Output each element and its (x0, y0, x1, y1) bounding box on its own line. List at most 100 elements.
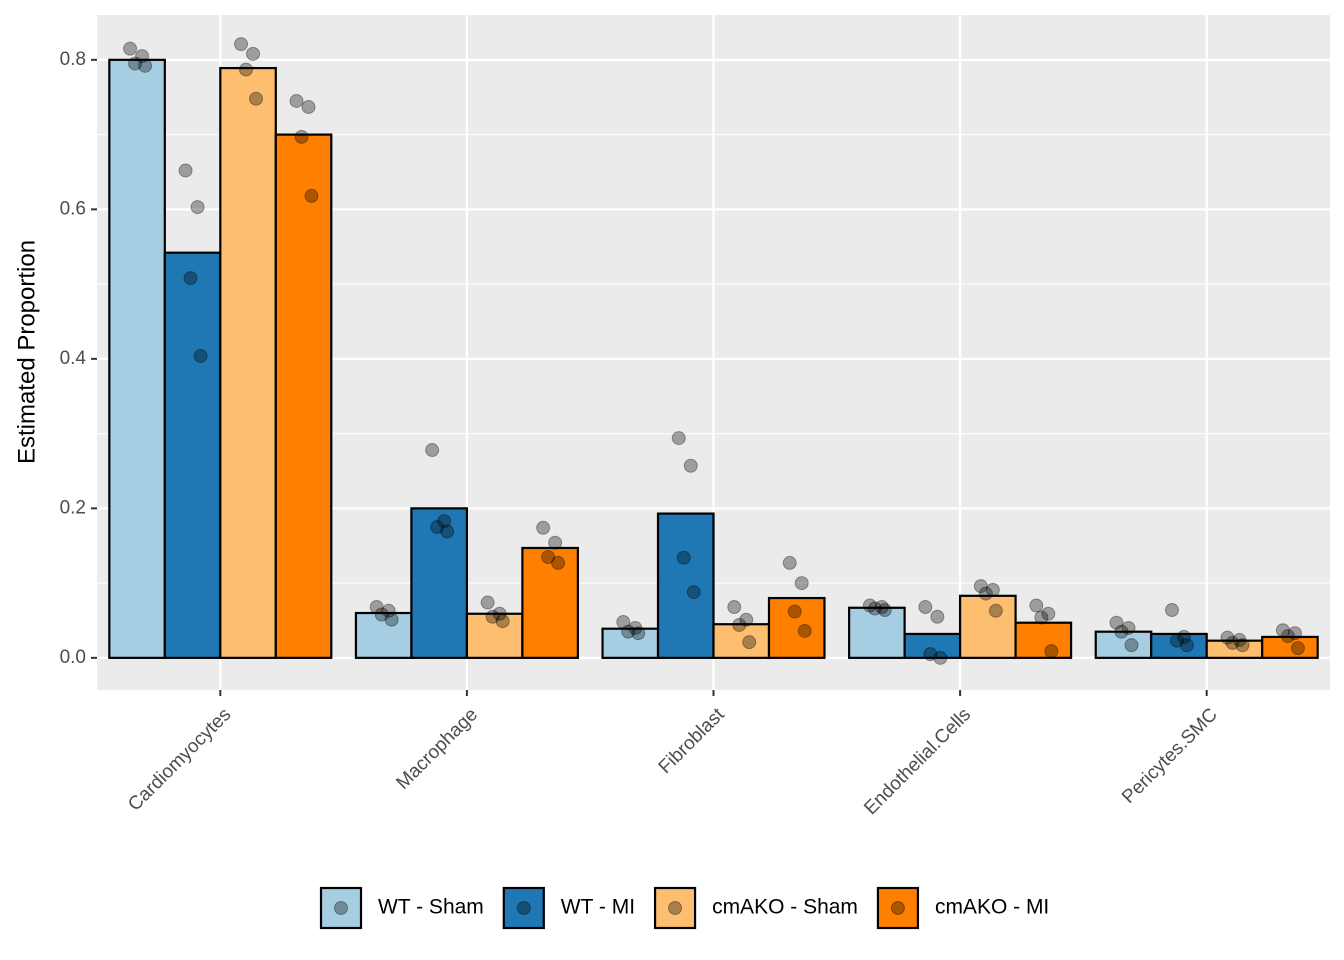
legend-label: cmAKO - MI (935, 896, 1049, 919)
data-point (492, 606, 507, 621)
data-point (430, 520, 445, 535)
data-point (1287, 626, 1302, 641)
data-point (128, 56, 143, 71)
data-point (973, 579, 988, 594)
data-point (1290, 641, 1305, 656)
data-point (867, 601, 882, 616)
legend-key (502, 886, 545, 930)
data-point (1124, 638, 1139, 653)
data-point (1232, 632, 1247, 647)
data-point (683, 458, 698, 473)
bar (219, 66, 277, 659)
data-point (495, 614, 510, 629)
data-point (616, 614, 631, 629)
data-point (676, 550, 691, 565)
data-point (742, 635, 757, 650)
data-point (485, 609, 500, 624)
data-point (178, 163, 193, 178)
y-tick-label: 0.6 (60, 198, 86, 219)
data-point (877, 603, 892, 618)
bar (521, 546, 579, 659)
data-point (671, 431, 686, 446)
bar (1014, 621, 1073, 659)
data-point (249, 91, 264, 106)
data-point (1029, 598, 1044, 613)
data-point (628, 620, 643, 635)
data-point (239, 62, 254, 77)
data-point (246, 46, 261, 61)
y-tick-label: 0.0 (60, 647, 86, 668)
data-point (1041, 606, 1056, 621)
bar (958, 594, 1017, 659)
data-point (727, 600, 742, 615)
data-point (437, 514, 452, 529)
data-point (551, 555, 566, 570)
data-point (930, 609, 945, 624)
data-point (1235, 638, 1250, 653)
data-point (1044, 644, 1059, 659)
data-point (123, 41, 138, 56)
data-point (294, 129, 309, 144)
data-point (541, 549, 556, 564)
data-point (193, 348, 208, 363)
data-point (1179, 638, 1194, 653)
y-tick-label: 0.8 (60, 49, 86, 70)
legend-key-point (890, 901, 905, 915)
data-point (874, 600, 889, 615)
bar (108, 58, 166, 659)
data-point (782, 555, 797, 570)
bar (410, 507, 469, 659)
data-point (289, 93, 304, 108)
legend-label: WT - MI (561, 896, 635, 919)
data-point (384, 612, 399, 627)
bar (465, 612, 524, 659)
legend-key (653, 886, 697, 930)
data-point (381, 603, 396, 618)
data-point (862, 598, 877, 613)
data-point (301, 99, 316, 114)
legend-label: cmAKO - Sham (712, 896, 858, 919)
data-point (978, 586, 993, 601)
x-tick-label: Fibroblast (655, 704, 729, 778)
x-tick-label: Cardiomyocytes (124, 704, 235, 815)
data-point (686, 585, 701, 600)
data-point (797, 623, 812, 638)
data-point (304, 188, 319, 203)
x-tick-label: Endothelial.Cells (860, 704, 975, 819)
bar (1261, 635, 1319, 659)
data-point (1225, 635, 1240, 650)
x-tick-label: Pericytes.SMC (1118, 704, 1222, 808)
legend-key (876, 886, 920, 930)
data-point (1114, 624, 1129, 639)
data-point (369, 600, 384, 615)
bar (848, 606, 906, 659)
data-point (548, 535, 563, 550)
data-point (135, 49, 150, 64)
bar (163, 251, 222, 659)
bar (767, 596, 826, 659)
data-point (621, 624, 636, 639)
y-tick-label: 0.2 (60, 497, 86, 518)
data-point (923, 647, 938, 662)
data-point (787, 604, 802, 619)
data-point (374, 607, 389, 622)
data-point (794, 576, 809, 591)
legend-key-point (334, 901, 348, 915)
data-point (138, 58, 153, 73)
data-point (1220, 630, 1235, 645)
data-point (425, 443, 440, 458)
legend: WT - Sham WT - MI cmAKO - Sham cmAKO - MI (319, 886, 1049, 930)
x-tick-label: Macrophage (392, 704, 482, 794)
data-point (1176, 629, 1191, 644)
data-point (631, 626, 646, 641)
data-point (732, 617, 747, 632)
legend-label: WT - Sham (378, 896, 484, 919)
data-point (1275, 623, 1290, 638)
legend-key (319, 886, 363, 930)
data-point (536, 520, 551, 535)
data-point (739, 612, 754, 627)
data-point (1164, 603, 1179, 618)
data-point (1034, 610, 1049, 625)
legend-key-point (668, 901, 683, 915)
